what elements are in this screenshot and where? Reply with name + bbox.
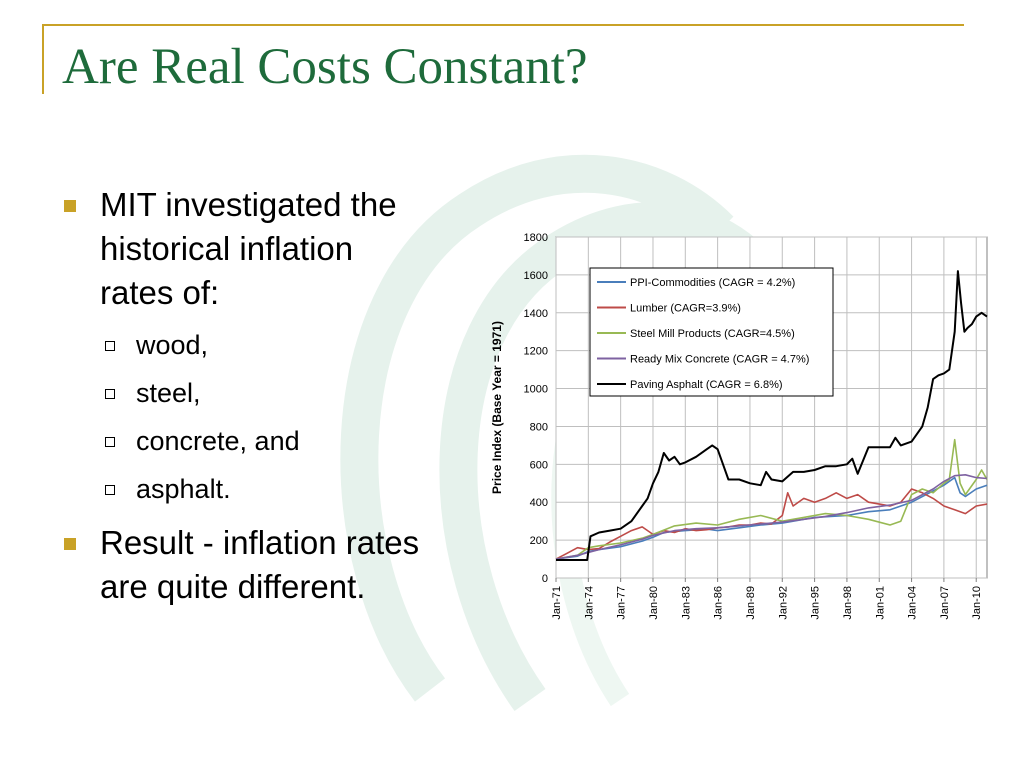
sub-bullet-wood: wood,	[60, 321, 500, 369]
y-tick-label: 400	[530, 497, 548, 509]
legend-label: PPI-Commodities (CAGR = 4.2%)	[630, 277, 795, 289]
slide-title: Are Real Costs Constant?	[62, 39, 588, 95]
sub-bullet-marker	[105, 389, 115, 399]
y-tick-label: 600	[530, 459, 548, 471]
bullet-1-line-3: rates of:	[100, 274, 220, 311]
sub-bullet-marker	[105, 485, 115, 495]
material-sub-list: wood, steel, concrete, and asphalt.	[60, 321, 500, 513]
x-tick-label: Jan-95	[810, 586, 822, 620]
series-line	[556, 270, 988, 561]
y-tick-label: 0	[542, 573, 548, 585]
x-tick-label: Jan-83	[680, 586, 692, 620]
y-tick-label: 1800	[524, 232, 548, 244]
y-tick-label: 1400	[524, 308, 548, 320]
bullet-2-line-1: Result - inflation rates	[100, 524, 420, 561]
x-tick-label: Jan-10	[971, 586, 983, 620]
sub-bullet-text: wood,	[136, 330, 209, 360]
sub-bullet-steel: steel,	[60, 369, 500, 417]
price-index-chart: 0 200 400 600 800 1000 1200 1400 1600 1800 Jan-71 J…	[490, 232, 988, 620]
series-line	[555, 474, 988, 560]
x-tick-label: Jan-80	[648, 586, 660, 620]
x-tick-label: Jan-01	[874, 586, 886, 620]
legend-label: Steel Mill Products (CAGR=4.5%)	[630, 328, 795, 340]
bullet-marker	[64, 200, 76, 212]
y-tick-label: 800	[530, 421, 548, 433]
legend-label: Ready Mix Concrete (CAGR = 4.7%)	[630, 354, 809, 366]
bullet-marker	[64, 538, 76, 550]
bullet-1-line-2: historical inflation	[100, 230, 354, 267]
bullet-2-line-2: are quite different.	[100, 568, 366, 605]
sub-bullet-asphalt: asphalt.	[60, 465, 500, 513]
x-tick-label: Jan-86	[713, 586, 725, 620]
sub-bullet-text: steel,	[136, 378, 201, 408]
title-rule-top	[42, 24, 964, 26]
y-tick-label: 1600	[524, 270, 548, 282]
sub-bullet-text: concrete, and	[136, 426, 300, 456]
sub-bullet-marker	[105, 341, 115, 351]
x-tick-label: Jan-74	[583, 586, 595, 620]
y-tick-label: 200	[530, 535, 548, 547]
legend-label: Paving Asphalt (CAGR = 6.8%)	[630, 379, 783, 391]
bullet-1-line-1: MIT investigated the	[100, 186, 397, 223]
sub-bullet-text: asphalt.	[136, 474, 231, 504]
legend-label: Lumber (CAGR=3.9%)	[630, 303, 741, 315]
x-tick-label: Jan-04	[907, 586, 919, 620]
title-rule-left	[42, 24, 44, 94]
bullet-result: Result - inflation rates are quite diffe…	[60, 521, 500, 609]
x-tick-label: Jan-98	[842, 586, 854, 620]
x-tick-label: Jan-89	[745, 586, 757, 620]
bullet-list: MIT investigated the historical inflatio…	[60, 183, 500, 609]
x-tick-label: Jan-77	[616, 586, 628, 620]
legend-box	[589, 267, 834, 397]
y-tick-label: 1000	[524, 384, 548, 396]
sub-bullet-concrete: concrete, and	[60, 417, 500, 465]
bullet-mit-investigated: MIT investigated the historical inflatio…	[60, 183, 500, 315]
sub-bullet-marker	[105, 437, 115, 447]
x-tick-label: Jan-07	[939, 586, 951, 620]
y-axis-label: Price Index (Base Year = 1971)	[490, 321, 504, 494]
y-tick-label: 1200	[524, 346, 548, 358]
x-tick-label: Jan-71	[551, 586, 563, 620]
x-tick-label: Jan-92	[777, 586, 789, 620]
